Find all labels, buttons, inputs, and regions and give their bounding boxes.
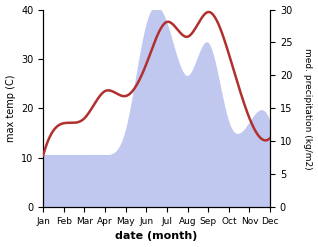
Y-axis label: med. precipitation (kg/m2): med. precipitation (kg/m2) [303,48,313,169]
Y-axis label: max temp (C): max temp (C) [5,75,16,142]
X-axis label: date (month): date (month) [115,231,198,242]
